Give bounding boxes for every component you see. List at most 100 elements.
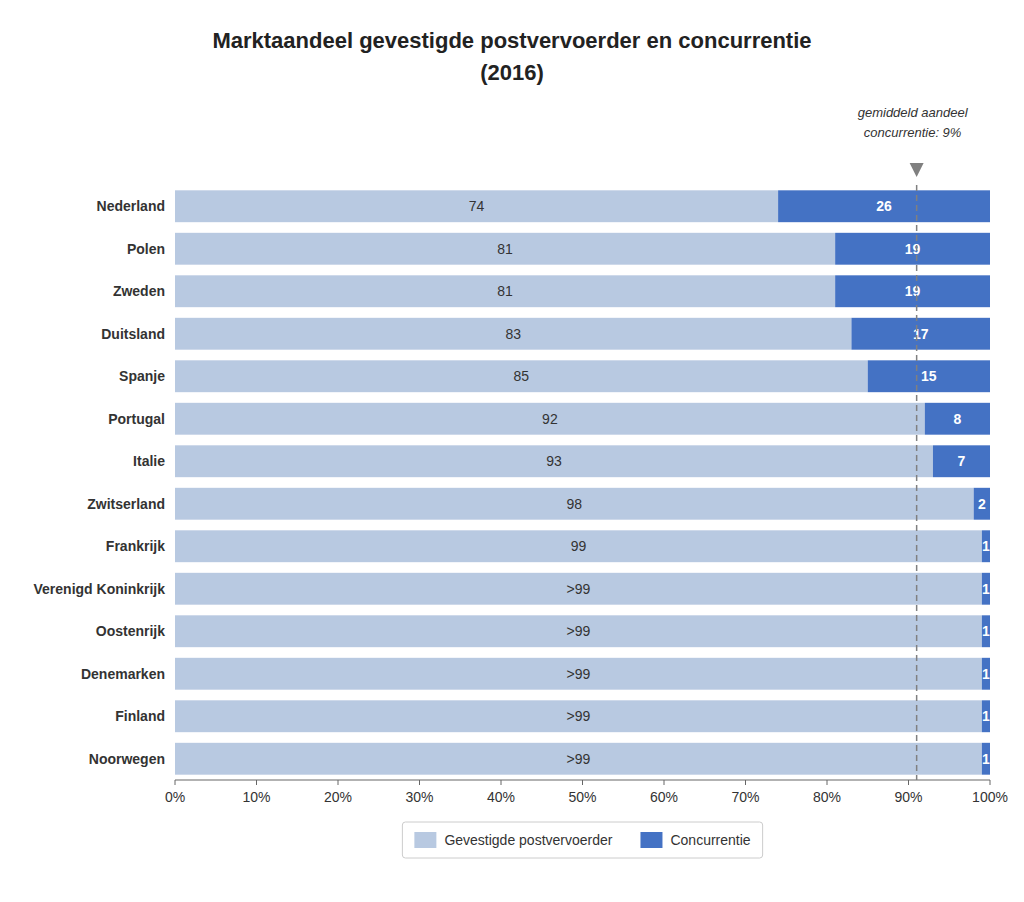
category-label: Spanje [119, 368, 165, 384]
category-label: Oostenrijk [96, 623, 165, 639]
data-label: 81 [497, 283, 513, 299]
bar [982, 530, 990, 562]
bar [175, 615, 982, 647]
bar [175, 658, 982, 690]
data-label: 19 [905, 241, 921, 257]
data-label: >99 [567, 581, 591, 597]
data-labels: 748181838592939899>99>99>99>99>992619191… [469, 198, 990, 767]
data-label: 1 [982, 666, 990, 682]
bar [175, 530, 982, 562]
legend-label: Concurrentie [670, 832, 750, 848]
tick-label: 100% [972, 789, 1008, 805]
category-label: Finland [115, 708, 165, 724]
tick-label: 20% [324, 789, 352, 805]
tick-label: 30% [405, 789, 433, 805]
category-label: Portugal [108, 411, 165, 427]
data-label: 1 [982, 623, 990, 639]
tick [908, 780, 909, 785]
category-label: Duitsland [101, 326, 165, 342]
bar [175, 445, 933, 477]
tick [664, 780, 665, 785]
y-axis: Nederland Polen Zweden Duitsland Spanje Portu… [34, 198, 166, 767]
bar [982, 700, 990, 732]
tick [256, 780, 257, 785]
bar [175, 318, 851, 350]
bar [175, 488, 974, 520]
bars [175, 190, 990, 774]
data-label: 92 [542, 411, 558, 427]
data-label: >99 [567, 708, 591, 724]
data-label: >99 [567, 751, 591, 767]
tick [827, 780, 828, 785]
tick [338, 780, 339, 785]
bar [835, 275, 990, 307]
legend-swatch [414, 832, 436, 848]
bar [925, 403, 990, 435]
bar [982, 615, 990, 647]
category-label: Denemarken [81, 666, 165, 682]
annotation-text: concurrentie: 9% [864, 125, 962, 140]
data-label: 98 [567, 496, 583, 512]
tick-label: 50% [568, 789, 596, 805]
data-label: 17 [913, 326, 929, 342]
legend-frame [402, 822, 762, 858]
category-label: Frankrijk [106, 538, 165, 554]
data-label: >99 [567, 623, 591, 639]
category-label: Zwitserland [87, 496, 165, 512]
category-label: Polen [127, 241, 165, 257]
tick-label: 70% [731, 789, 759, 805]
data-label: 19 [905, 283, 921, 299]
average-line [916, 185, 918, 780]
tick-label: 10% [242, 789, 270, 805]
data-label: 81 [497, 241, 513, 257]
bar [974, 488, 990, 520]
category-label: Nederland [97, 198, 165, 214]
data-label: 83 [505, 326, 521, 342]
tick [419, 780, 420, 785]
bar [175, 233, 835, 265]
category-label: Zweden [113, 283, 165, 299]
data-label: 8 [954, 411, 962, 427]
legend-label: Gevestigde postvervoerder [444, 832, 612, 848]
category-label: Verenigd Koninkrijk [34, 581, 166, 597]
data-label: 93 [546, 453, 562, 469]
data-label: 1 [982, 708, 990, 724]
bar [835, 233, 990, 265]
legend: Gevestigde postvervoerder Concurrentie [402, 822, 762, 858]
data-label: 15 [921, 368, 937, 384]
bar [982, 743, 990, 775]
tick [990, 780, 991, 785]
data-label: 85 [514, 368, 530, 384]
data-label: >99 [567, 666, 591, 682]
bar [175, 360, 868, 392]
bar [175, 743, 982, 775]
data-label: 1 [982, 751, 990, 767]
data-label: 1 [982, 581, 990, 597]
bar [982, 573, 990, 605]
tick-label: 80% [813, 789, 841, 805]
average-marker [910, 163, 924, 177]
bar [933, 445, 990, 477]
bar [868, 360, 990, 392]
annotation: gemiddeld aandeelconcurrentie: 9% [858, 105, 969, 780]
data-label: 2 [978, 496, 986, 512]
bar [175, 573, 982, 605]
data-label: 1 [982, 538, 990, 554]
x-axis: 0%10%20%30%40%50%60%70%80%90%100% [165, 780, 1008, 805]
bar [982, 658, 990, 690]
bar [175, 403, 925, 435]
bar [175, 190, 778, 222]
tick-label: 90% [894, 789, 922, 805]
tick-label: 0% [165, 789, 185, 805]
legend-swatch [640, 832, 662, 848]
data-label: 7 [958, 453, 966, 469]
subtitle: (2016) [480, 60, 544, 85]
tick [582, 780, 583, 785]
category-label: Italie [133, 453, 165, 469]
tick-label: 60% [650, 789, 678, 805]
tick [745, 780, 746, 785]
tick [175, 780, 176, 785]
bar [175, 275, 835, 307]
data-label: 74 [469, 198, 485, 214]
data-label: 99 [571, 538, 587, 554]
